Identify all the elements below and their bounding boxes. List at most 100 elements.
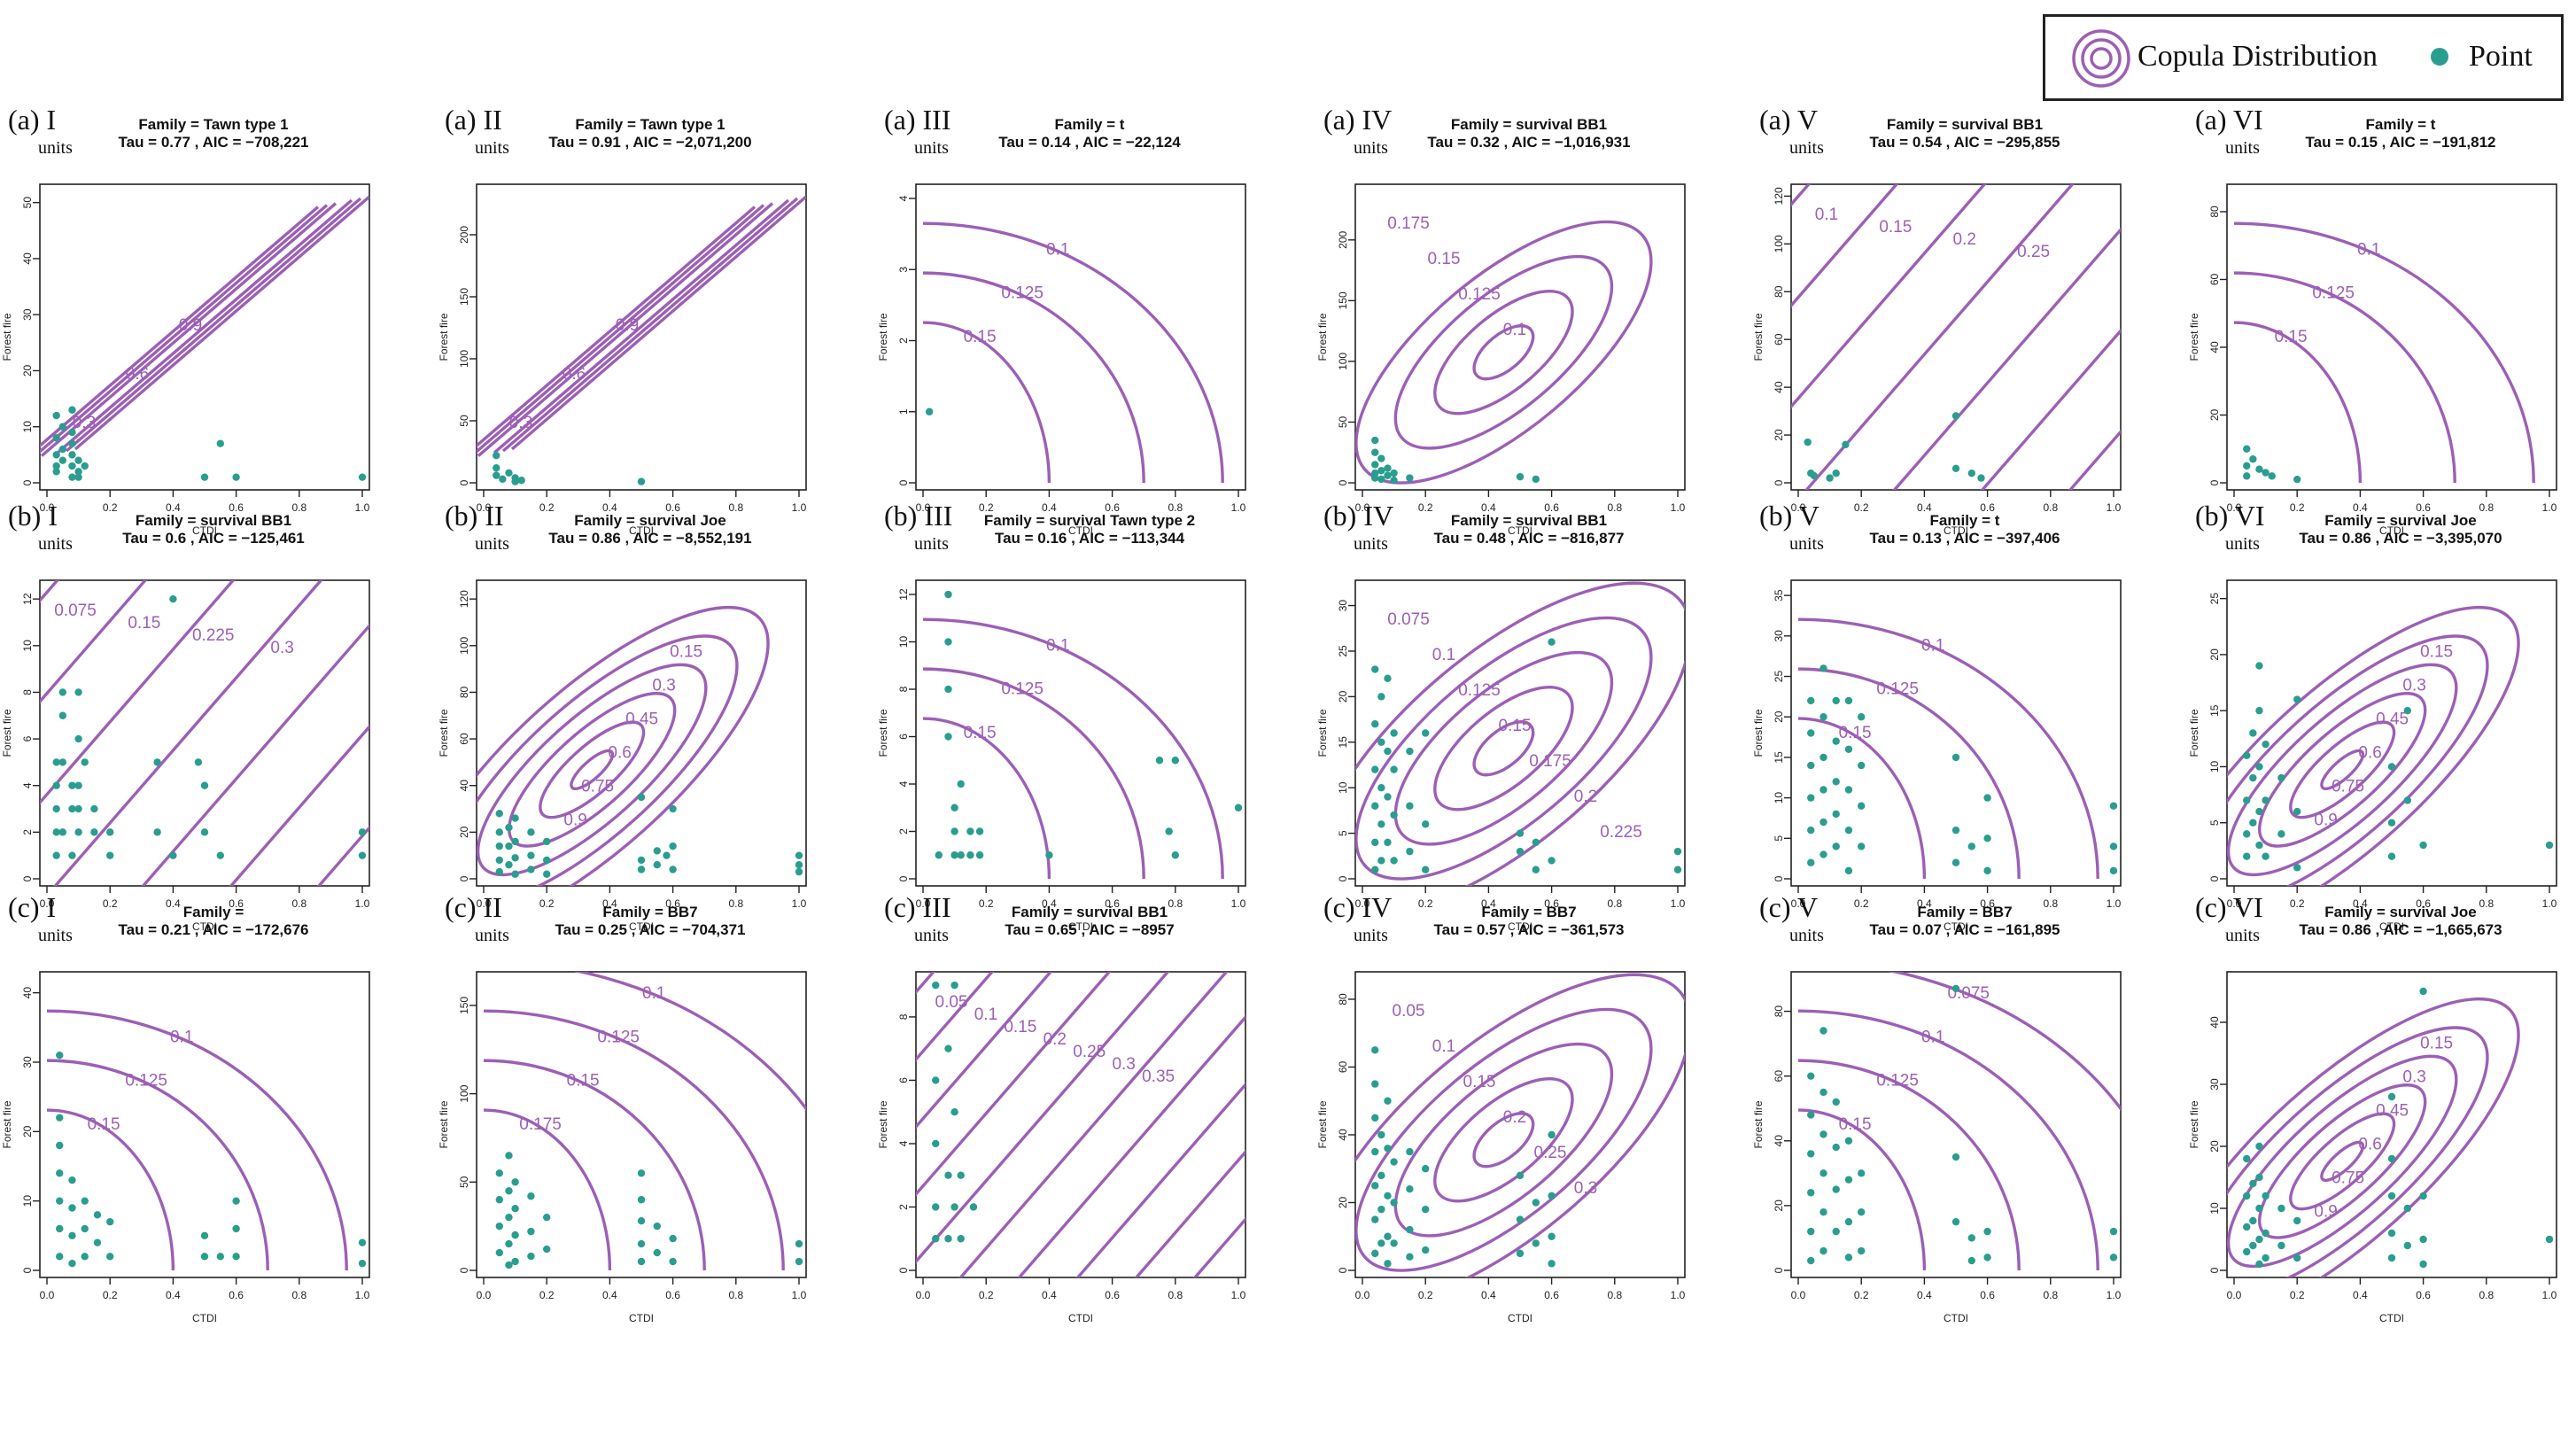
data-point (1832, 1185, 1840, 1193)
contour-line (1355, 616, 1653, 881)
contour-label: 0.3 (2402, 1067, 2425, 1086)
contour-line (1797, 1108, 1927, 1271)
family-title: Family = survival BB1 (1887, 116, 2043, 133)
contour-line (1355, 581, 1685, 886)
data-point (1384, 1232, 1392, 1240)
panel-tag: (a) I (8, 104, 56, 136)
data-point (1548, 1130, 1556, 1139)
contour-group: 0.15 0.3 0.45 0.6 0.75 0.9 (477, 605, 770, 886)
y-axis-label: Forest fire (877, 313, 889, 361)
y-tick-label: 20 (458, 826, 470, 838)
y-tick-label: 80 (1773, 285, 1785, 298)
y-tick-label: 20 (1337, 1196, 1349, 1208)
contour-group: 0.075 0.15 0.225 0.3 (40, 580, 369, 886)
data-point (637, 1196, 646, 1204)
x-tick-label: 0.4 (166, 1289, 181, 1301)
data-point (200, 1231, 209, 1240)
data-point (1406, 1147, 1414, 1156)
contour-label: 0.15 (1463, 1073, 1496, 1091)
data-point (1832, 842, 1840, 850)
contour-line (573, 972, 806, 1112)
data-point (74, 688, 82, 696)
x-tick-label: 0.8 (728, 897, 743, 910)
data-point (1377, 693, 1385, 701)
data-point (1951, 858, 1960, 866)
contour-line (1472, 324, 1535, 381)
contour-line (1797, 1059, 2021, 1271)
x-tick-label: 0.2 (1854, 501, 1869, 514)
data-point (957, 780, 965, 788)
plot-frame (1354, 579, 1686, 887)
y-tick-label: 10 (897, 636, 910, 648)
contour-label: 0.15 (567, 1072, 600, 1091)
data-point (1951, 984, 1960, 993)
x-tick-label: 0.6 (229, 501, 244, 514)
data-point (1951, 826, 1960, 835)
family-title: Family = t (1930, 512, 2000, 529)
y-tick-label: 25 (2208, 593, 2221, 605)
data-point (1384, 1097, 1392, 1105)
plot-frame (915, 579, 1246, 887)
y-axis-label: Forest fire (877, 1100, 889, 1148)
data-point (1844, 826, 1853, 835)
contour-label: 0.125 (1001, 284, 1044, 303)
data-point (1377, 1130, 1385, 1139)
contour-line (1393, 1042, 1614, 1238)
data-point (1371, 838, 1379, 847)
contour-label: 0.6 (2358, 743, 2381, 762)
tau-aic-stats: Tau = 0.86 , AIC = −1,665,673 (2299, 921, 2502, 938)
y-tick-label: 20 (1337, 690, 1349, 703)
data-point (511, 837, 519, 846)
data-point (2255, 1173, 2263, 1182)
y-tick-label: 0 (897, 1267, 910, 1273)
y-tick-label: 0 (897, 479, 910, 485)
contour-line (46, 1059, 269, 1271)
data-point (2387, 819, 2396, 827)
y-tick-label: 15 (1337, 736, 1349, 749)
x-tick-label: 0.6 (2416, 501, 2431, 514)
panel-3-1: (c) I units Family =Tau = 0.21 , AIC = −17… (1, 891, 370, 1324)
contour-line (1433, 290, 1574, 415)
data-point (1377, 820, 1385, 828)
x-tick-label: 1.0 (2107, 501, 2122, 514)
family-title: Family = Tawn type 1 (138, 116, 288, 133)
tau-aic-stats: Tau = 0.86 , AIC = −8,552,191 (548, 530, 751, 547)
data-point (232, 1197, 240, 1205)
data-point (1377, 1171, 1385, 1180)
y-tick-label: 0 (458, 479, 470, 485)
x-tick-label: 0.2 (979, 501, 994, 514)
y-tick-label: 0 (1337, 479, 1349, 485)
units-label: units (475, 534, 509, 554)
contour-label: 0.2 (1953, 230, 1976, 249)
data-point (58, 711, 67, 719)
data-point (505, 861, 513, 869)
x-axis-label: CTDI (1068, 920, 1093, 933)
plot-frame (39, 579, 370, 887)
data-point (169, 851, 177, 859)
data-point (637, 856, 646, 865)
y-tick-label: 0 (2208, 479, 2221, 485)
contour-line (477, 663, 708, 877)
data-point (2293, 475, 2301, 484)
data-point (637, 1257, 646, 1266)
y-tick-label: 8 (21, 689, 34, 695)
data-point (93, 1211, 102, 1219)
contour-label: 0.9 (2314, 1202, 2337, 1221)
data-point (950, 1107, 958, 1116)
contour-line (1192, 1216, 1245, 1277)
units-label: units (475, 138, 509, 158)
data-point (2387, 1092, 2396, 1101)
data-point (795, 867, 803, 876)
data-point (68, 462, 76, 470)
y-tick-label: 0 (1773, 479, 1785, 485)
contour-line (1134, 1149, 1245, 1277)
data-point (2243, 796, 2251, 804)
contour-line (922, 271, 1145, 484)
data-point (1832, 1143, 1840, 1152)
data-point (493, 452, 500, 460)
